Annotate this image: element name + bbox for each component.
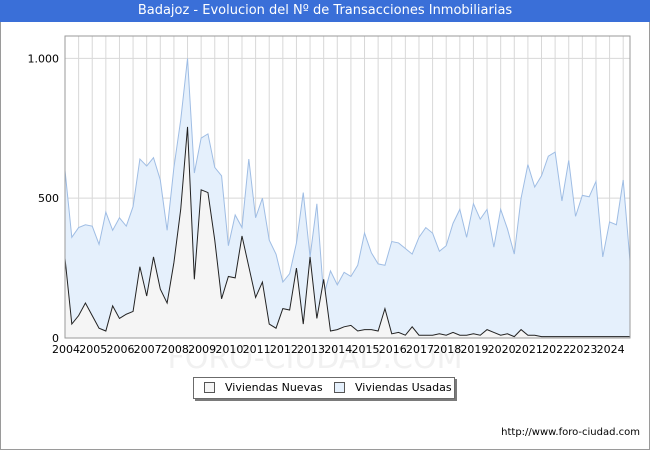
legend-label-usadas: Viviendas Usadas xyxy=(355,381,452,394)
legend-item-usadas: Viviendas Usadas xyxy=(334,381,452,394)
x-tick-label: 2004 xyxy=(52,343,80,356)
area-nuevas xyxy=(65,126,630,338)
x-tick-label: 2006 xyxy=(106,343,134,356)
x-tick-label: 2021 xyxy=(515,343,543,356)
legend-item-nuevas: Viviendas Nuevas xyxy=(204,381,323,394)
x-tick-label: 2023 xyxy=(569,343,597,356)
watermark-text: FORO-CIUDAD.COM xyxy=(168,341,463,376)
y-tick-label: 500 xyxy=(38,192,59,205)
x-tick-label: 2011 xyxy=(243,343,271,356)
x-tick-label: 2012 xyxy=(270,343,298,356)
x-tick-label: 2015 xyxy=(352,343,380,356)
x-tick-label: 2022 xyxy=(542,343,570,356)
x-tick-label: 2017 xyxy=(406,343,434,356)
x-tick-label: 2009 xyxy=(188,343,216,356)
x-tick-label: 2024 xyxy=(597,343,625,356)
series-line-nuevas xyxy=(64,126,630,338)
y-tick-label: 0 xyxy=(52,332,59,345)
chart-title: Badajoz - Evolucion del Nº de Transaccio… xyxy=(0,0,650,22)
x-tick-label: 2010 xyxy=(215,343,243,356)
x-tick-label: 2007 xyxy=(134,343,162,356)
legend: Viviendas Nuevas Viviendas Usadas xyxy=(193,377,455,399)
x-tick-label: 2016 xyxy=(379,343,407,356)
x-tick-label: 2008 xyxy=(161,343,189,356)
legend-label-nuevas: Viviendas Nuevas xyxy=(225,381,323,394)
x-tick-label: 2018 xyxy=(433,343,461,356)
x-tick-label: 2013 xyxy=(297,343,325,356)
series-line-usadas xyxy=(64,58,631,297)
site-credit[interactable]: http://www.foro-ciudad.com xyxy=(501,427,640,438)
plot-border xyxy=(64,35,631,339)
x-tick-label: 2019 xyxy=(460,343,488,356)
legend-swatch-usadas xyxy=(334,382,345,393)
y-tick-label: 1.000 xyxy=(28,52,60,65)
x-tick-label: 2005 xyxy=(79,343,107,356)
x-tick-label: 2014 xyxy=(324,343,352,356)
legend-swatch-nuevas xyxy=(204,382,215,393)
x-tick-label: 2020 xyxy=(488,343,516,356)
